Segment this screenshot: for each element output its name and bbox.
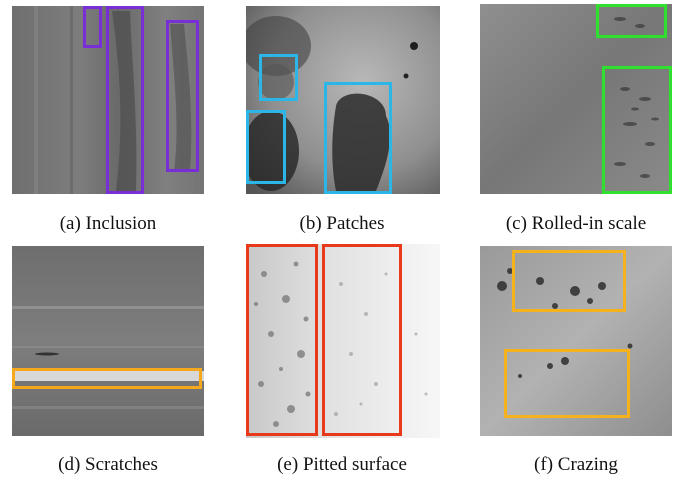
caption-patches: (b) Patches: [299, 213, 385, 234]
panel-rolled-in-scale: [480, 4, 672, 194]
bounding-box: [246, 244, 318, 436]
bounding-box: [12, 368, 202, 389]
panel-inclusion: [12, 6, 204, 194]
bounding-box: [596, 4, 667, 38]
bounding-box: [602, 66, 672, 194]
pitted-surface-image: [246, 244, 440, 438]
bounding-box: [166, 20, 199, 172]
bounding-box: [106, 6, 144, 194]
panel-patches: [246, 6, 440, 194]
caption-rolled-in-scale: (c) Rolled-in scale: [505, 213, 647, 234]
panel-scratches: [12, 246, 204, 436]
panel-crazing: [480, 246, 672, 436]
bounding-box: [324, 82, 392, 194]
caption-inclusion: (a) Inclusion: [59, 213, 157, 234]
bounding-box: [504, 349, 630, 418]
bounding-box: [322, 244, 402, 436]
bounding-box: [259, 54, 298, 101]
panel-pitted-surface: [246, 244, 440, 438]
bounding-box: [512, 250, 626, 312]
bounding-box: [83, 6, 102, 48]
caption-scratches: (d) Scratches: [58, 454, 158, 475]
bounding-box: [246, 110, 286, 184]
scratches-image: [12, 246, 204, 436]
caption-crazing: (f) Crazing: [534, 454, 618, 475]
caption-pitted-surface: (e) Pitted surface: [277, 454, 407, 475]
